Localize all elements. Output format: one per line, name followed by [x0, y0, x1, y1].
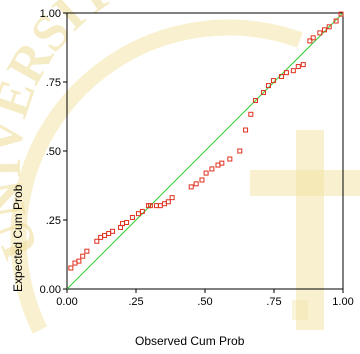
- data-point: [169, 195, 175, 201]
- x-axis-ticks: 0.00 .25 .50 .75 1.00: [56, 289, 354, 308]
- x-tick-label: 1.00: [332, 296, 353, 308]
- x-tick-label: .50: [197, 296, 212, 308]
- data-point: [139, 208, 145, 214]
- y-tick-label: 1.00: [40, 8, 61, 20]
- y-axis-ticks: 0.00 .25 .50 .75 1.00: [40, 8, 67, 296]
- data-point: [295, 64, 301, 70]
- data-point: [188, 184, 194, 190]
- x-tick-label: .25: [128, 296, 143, 308]
- data-point: [147, 203, 153, 209]
- data-point: [227, 156, 233, 162]
- y-tick-label: 0.00: [40, 284, 61, 296]
- data-point: [84, 248, 90, 254]
- data-point: [124, 219, 130, 225]
- data-point: [248, 111, 254, 117]
- data-point: [243, 127, 249, 133]
- data-point: [68, 265, 74, 271]
- data-points: [68, 11, 344, 271]
- data-point: [219, 160, 225, 166]
- data-point: [80, 253, 86, 259]
- data-point: [199, 177, 205, 183]
- data-point: [165, 199, 171, 205]
- data-point: [317, 30, 323, 36]
- data-point: [278, 73, 284, 79]
- data-point: [270, 78, 276, 84]
- data-point: [253, 97, 259, 103]
- data-point: [307, 38, 313, 44]
- data-point: [290, 68, 296, 74]
- x-axis-title: Observed Cum Prob: [135, 334, 245, 348]
- data-point: [322, 27, 328, 33]
- data-point: [94, 238, 100, 244]
- x-tick-label: 0.00: [56, 296, 77, 308]
- data-point: [310, 35, 316, 41]
- data-point: [209, 166, 215, 172]
- data-point: [338, 11, 344, 17]
- data-point: [283, 70, 289, 76]
- data-point: [326, 24, 332, 30]
- data-point: [129, 215, 135, 221]
- data-point: [300, 62, 306, 68]
- reference-diagonal-line: [66, 12, 344, 290]
- data-point: [333, 18, 339, 24]
- y-tick-label: .25: [46, 215, 61, 227]
- data-point: [265, 83, 271, 89]
- data-point: [261, 89, 267, 95]
- y-tick-label: .50: [46, 146, 61, 158]
- y-axis-title: Expected Cum Prob: [11, 184, 25, 292]
- data-point: [203, 170, 209, 176]
- x-tick-label: .75: [266, 296, 281, 308]
- data-point: [76, 258, 82, 264]
- data-point: [237, 148, 243, 154]
- data-point: [110, 228, 116, 234]
- data-point: [193, 181, 199, 187]
- y-tick-label: .75: [46, 77, 61, 89]
